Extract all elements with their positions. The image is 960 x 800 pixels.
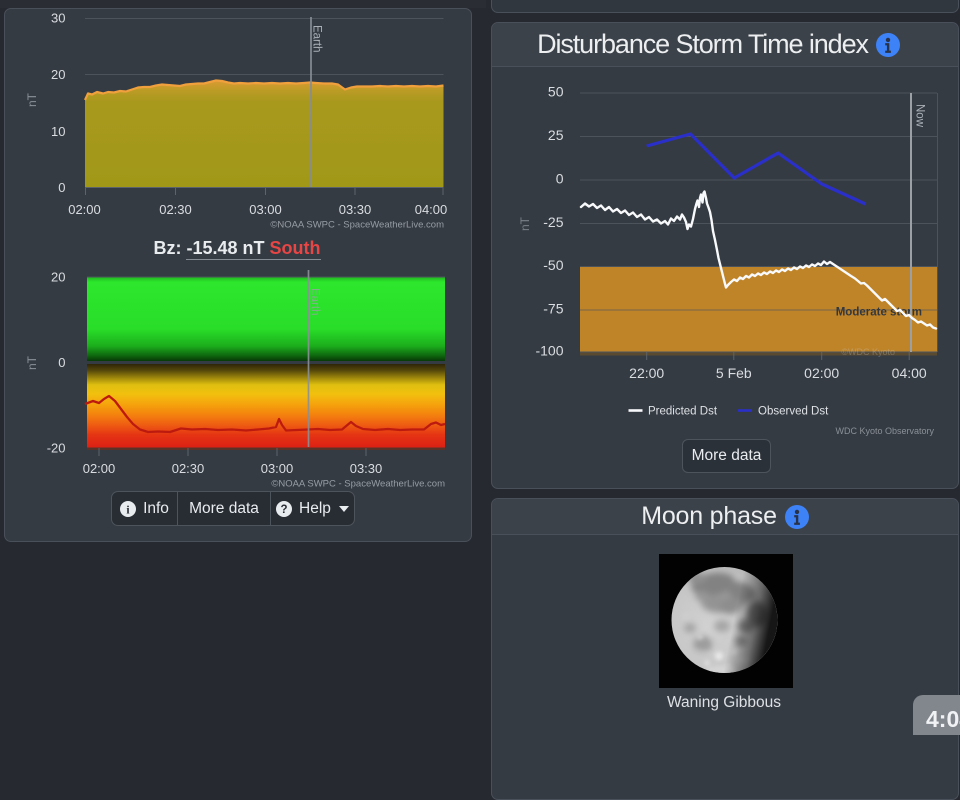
- svg-text:04:00: 04:00: [892, 365, 927, 381]
- svg-text:nT: nT: [25, 355, 39, 370]
- svg-text:?: ?: [281, 504, 288, 516]
- svg-text:03:30: 03:30: [339, 202, 372, 217]
- svg-text:10: 10: [51, 124, 65, 139]
- svg-text:nT: nT: [25, 92, 39, 107]
- svg-text:03:00: 03:00: [249, 202, 282, 217]
- svg-text:02:00: 02:00: [804, 365, 839, 381]
- svg-text:Now: Now: [914, 104, 926, 128]
- svg-text:22:00: 22:00: [629, 365, 664, 381]
- svg-text:25: 25: [548, 127, 564, 143]
- svg-text:20: 20: [51, 270, 65, 285]
- svg-text:Earth: Earth: [311, 25, 323, 53]
- svg-text:20: 20: [51, 67, 65, 82]
- svg-text:30: 30: [51, 11, 65, 26]
- svg-text:02:00: 02:00: [83, 461, 116, 476]
- svg-text:02:00: 02:00: [68, 202, 101, 217]
- svg-text:03:00: 03:00: [261, 461, 294, 476]
- svg-text:i: i: [126, 504, 130, 516]
- svg-text:02:30: 02:30: [172, 461, 205, 476]
- svg-text:WDC Kyoto Observatory: WDC Kyoto Observatory: [835, 426, 934, 436]
- svg-text:5 Feb: 5 Feb: [716, 365, 752, 381]
- svg-text:04:00: 04:00: [415, 202, 448, 217]
- svg-text:0: 0: [58, 355, 65, 370]
- svg-text:Observed Dst: Observed Dst: [758, 406, 829, 418]
- svg-text:Earth: Earth: [309, 288, 321, 316]
- svg-text:©NOAA SWPC - SpaceWeatherLive.: ©NOAA SWPC - SpaceWeatherLive.com: [271, 479, 445, 490]
- svg-text:-50: -50: [543, 257, 563, 273]
- svg-text:Predicted Dst: Predicted Dst: [648, 406, 718, 418]
- svg-text:0: 0: [58, 180, 65, 195]
- svg-text:50: 50: [548, 84, 564, 100]
- svg-text:©NOAA SWPC - SpaceWeatherLive.: ©NOAA SWPC - SpaceWeatherLive.com: [270, 220, 444, 231]
- svg-text:-25: -25: [543, 214, 563, 230]
- svg-text:nT: nT: [518, 216, 532, 231]
- svg-text:©WDC Kyoto: ©WDC Kyoto: [841, 347, 895, 357]
- svg-text:03:30: 03:30: [350, 461, 383, 476]
- svg-text:0: 0: [556, 171, 564, 187]
- svg-text:-20: -20: [47, 441, 66, 456]
- svg-text:02:30: 02:30: [159, 202, 192, 217]
- svg-text:-75: -75: [543, 301, 563, 317]
- svg-text:-100: -100: [535, 343, 563, 359]
